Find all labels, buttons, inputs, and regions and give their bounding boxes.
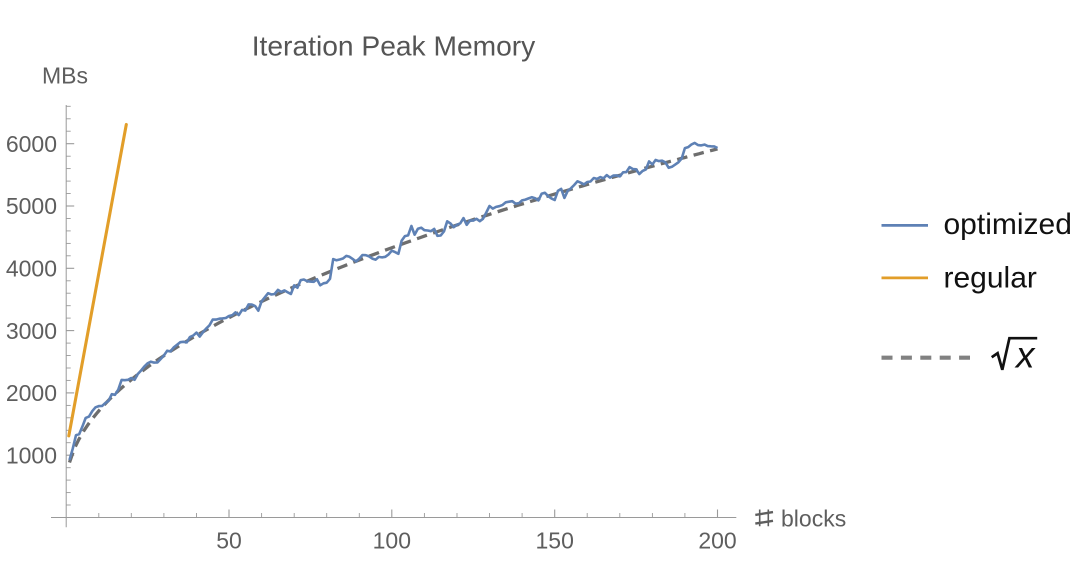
svg-text:150: 150 xyxy=(536,528,574,554)
svg-text:50: 50 xyxy=(216,528,242,554)
svg-text:MBs: MBs xyxy=(42,63,88,89)
svg-text:blocks: blocks xyxy=(781,506,846,532)
svg-text:2000: 2000 xyxy=(6,380,57,406)
svg-text:5000: 5000 xyxy=(6,193,57,219)
svg-text:regular: regular xyxy=(944,261,1037,294)
svg-text:4000: 4000 xyxy=(6,256,57,282)
svg-text:1000: 1000 xyxy=(6,442,57,468)
svg-text:3000: 3000 xyxy=(6,318,57,344)
svg-text:100: 100 xyxy=(373,528,411,554)
svg-text:x: x xyxy=(1014,335,1036,376)
svg-text:optimized: optimized xyxy=(944,208,1072,241)
svg-text:Iteration Peak Memory: Iteration Peak Memory xyxy=(252,30,536,62)
svg-text:6000: 6000 xyxy=(6,131,57,157)
svg-text:200: 200 xyxy=(698,528,736,554)
